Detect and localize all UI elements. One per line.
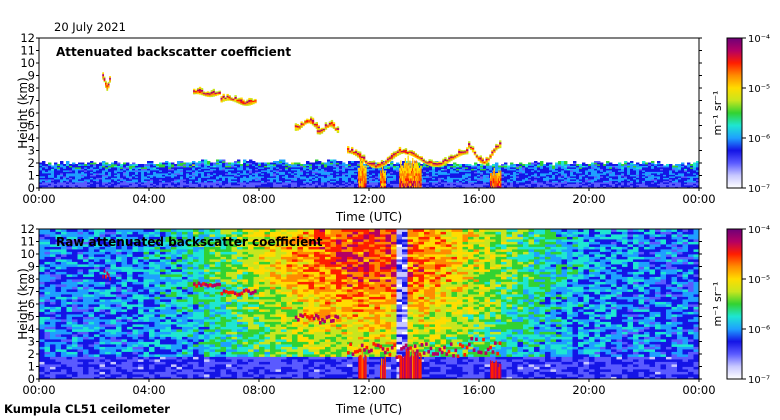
colorbar-tick-label: 10⁻⁴: [748, 225, 770, 236]
x-tick-label: 08:00: [242, 383, 275, 397]
panel-title-top: Attenuated backscatter coefficient: [56, 45, 291, 59]
heatmap-bottom: [39, 229, 700, 380]
x-tick-label: 16:00: [462, 192, 495, 206]
y-tick-label: 4: [28, 131, 35, 145]
y-tick-label: 10: [20, 56, 35, 70]
y-tick-label: 6: [28, 297, 35, 311]
x-tick-label: 00:00: [22, 383, 55, 397]
y-tick-label: 7: [28, 94, 35, 108]
x-tick-label: 12:00: [352, 383, 385, 397]
x-tick-label: 04:00: [132, 192, 165, 206]
heatmap-top: [39, 72, 700, 189]
y-tick-label: 1: [28, 169, 35, 183]
y-tick-label: 12: [20, 31, 35, 45]
x-tick-label: 00:00: [682, 383, 715, 397]
y-tick-label: 2: [28, 156, 35, 170]
y-tick-label: 8: [28, 272, 35, 286]
y-tick-label: 7: [28, 285, 35, 299]
x-axis-label-bottom: Time (UTC): [335, 402, 402, 416]
y-tick-label: 9: [28, 260, 35, 274]
y-tick-label: 11: [20, 44, 35, 58]
y-tick-label: 11: [20, 235, 35, 249]
colorbar-top: [726, 37, 743, 189]
panel-title-bottom: Raw attenuated backscatter coefficient: [56, 235, 323, 249]
colorbar-tick-label: 10⁻⁶: [748, 325, 770, 336]
y-tick-label: 1: [28, 360, 35, 374]
colorbar-unit-bottom: m⁻¹ sr⁻¹: [711, 282, 724, 327]
colorbar-tick-label: 10⁻⁶: [748, 134, 770, 145]
x-tick-label: 20:00: [572, 383, 605, 397]
y-axis-label-bottom: Height (km): [16, 268, 30, 339]
instrument-label: Kumpula CL51 ceilometer: [4, 402, 170, 416]
x-axis-label-top: Time (UTC): [335, 210, 402, 224]
y-tick-label: 6: [28, 106, 35, 120]
y-tick-label: 9: [28, 69, 35, 83]
y-axis-label-top: Height (km): [16, 77, 30, 148]
y-tick-label: 4: [28, 322, 35, 336]
colorbar-tick-label: 10⁻⁴: [748, 34, 770, 45]
colorbar-tick-label: 10⁻⁷: [748, 184, 770, 195]
colorbar-bottom: [726, 228, 743, 380]
y-tick-label: 0: [28, 372, 35, 386]
colorbar-ticks-top: 10⁻⁴ 10⁻⁵ 10⁻⁶ 10⁻⁷: [742, 34, 770, 195]
x-tick-label: 04:00: [132, 383, 165, 397]
x-tick-label: 00:00: [682, 192, 715, 206]
date-label: 20 July 2021: [54, 20, 126, 34]
y-tick-label: 12: [20, 222, 35, 236]
colorbar-tick-label: 10⁻⁵: [748, 275, 770, 286]
y-tick-label: 5: [28, 119, 35, 133]
y-tick-label: 8: [28, 81, 35, 95]
y-tick-label: 5: [28, 310, 35, 324]
colorbar-tick-label: 10⁻⁵: [748, 84, 770, 95]
y-tick-label: 2: [28, 347, 35, 361]
y-tick-label: 3: [28, 335, 35, 349]
y-tick-label: 3: [28, 144, 35, 158]
x-tick-label: 20:00: [572, 192, 605, 206]
y-tick-label: 0: [28, 181, 35, 195]
x-tick-label: 12:00: [352, 192, 385, 206]
x-tick-label: 00:00: [22, 192, 55, 206]
x-axis-top: 00:00 04:00 08:00 12:00 16:00 20:00 00:00: [22, 188, 716, 206]
y-tick-label: 10: [20, 247, 35, 261]
colorbar-tick-label: 10⁻⁷: [748, 375, 770, 386]
x-axis-bottom: 00:00 04:00 08:00 12:00 16:00 20:00 00:00: [22, 379, 716, 397]
x-tick-label: 08:00: [242, 192, 275, 206]
x-tick-label: 16:00: [462, 383, 495, 397]
colorbar-ticks-bottom: 10⁻⁴ 10⁻⁵ 10⁻⁶ 10⁻⁷: [742, 225, 770, 386]
colorbar-unit-top: m⁻¹ sr⁻¹: [711, 91, 724, 136]
